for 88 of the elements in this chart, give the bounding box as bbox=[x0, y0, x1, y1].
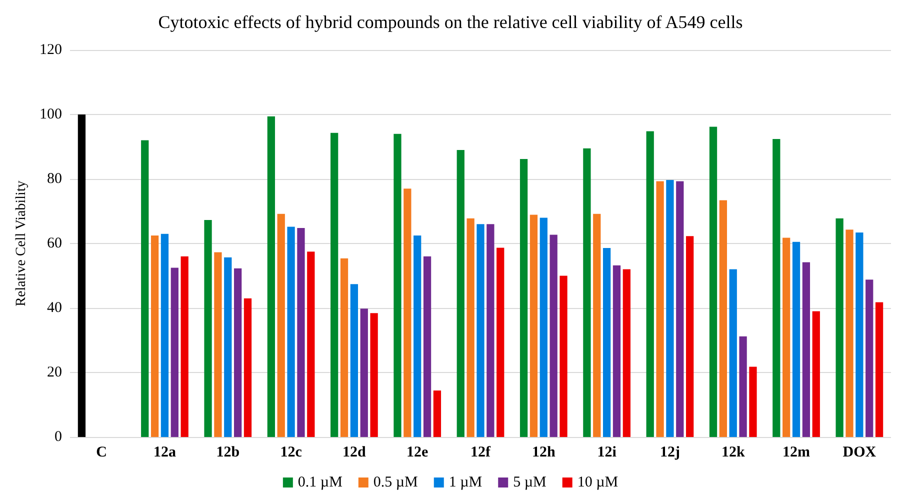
bar bbox=[267, 116, 275, 437]
bar bbox=[204, 220, 212, 437]
bar bbox=[866, 280, 874, 437]
bar bbox=[423, 256, 432, 437]
y-tick-label: 0 bbox=[54, 429, 62, 445]
x-tick-label: 12c bbox=[280, 444, 302, 460]
x-tick-label: 12h bbox=[532, 444, 556, 460]
bar bbox=[560, 276, 568, 437]
bar bbox=[520, 159, 528, 437]
bar bbox=[875, 302, 884, 437]
y-tick-label: 80 bbox=[47, 171, 62, 187]
y-tick-label: 120 bbox=[40, 42, 62, 58]
bar bbox=[307, 252, 315, 437]
bar bbox=[739, 336, 747, 437]
bar bbox=[686, 236, 694, 437]
y-tick-label: 40 bbox=[47, 300, 62, 316]
bar bbox=[782, 238, 790, 437]
x-tick-label: 12f bbox=[470, 444, 492, 460]
bar bbox=[719, 200, 728, 437]
bar bbox=[224, 257, 232, 437]
x-tick-label: 12b bbox=[216, 444, 240, 460]
bar bbox=[540, 218, 548, 437]
bar bbox=[466, 218, 474, 437]
bar bbox=[170, 268, 178, 437]
x-tick-label: 12m bbox=[782, 444, 811, 460]
bar bbox=[394, 134, 402, 437]
bar bbox=[214, 252, 222, 437]
y-axis-title: Relative Cell Viability bbox=[14, 180, 30, 306]
bar bbox=[340, 258, 348, 437]
bar bbox=[666, 180, 674, 437]
x-tick-label: 12e bbox=[406, 444, 429, 460]
bar bbox=[150, 235, 159, 437]
bar bbox=[622, 269, 630, 437]
bar bbox=[234, 268, 242, 437]
bar bbox=[802, 262, 810, 437]
bar bbox=[141, 140, 149, 437]
legend-label: 0.5 µM bbox=[373, 474, 418, 490]
bar bbox=[433, 390, 442, 437]
x-tick-label: 12k bbox=[721, 444, 746, 460]
x-tick-label: 12a bbox=[153, 444, 176, 460]
bar bbox=[456, 150, 464, 437]
y-tick-label: 20 bbox=[47, 364, 62, 380]
x-tick-label: C bbox=[96, 444, 107, 460]
bar bbox=[612, 265, 621, 437]
bar bbox=[287, 226, 295, 437]
bar bbox=[180, 256, 188, 437]
legend-label: 5 µM bbox=[513, 474, 546, 490]
bar bbox=[656, 181, 664, 437]
bar bbox=[709, 126, 718, 437]
bar bbox=[812, 311, 820, 437]
x-tick-label: DOX bbox=[842, 444, 876, 460]
legend-label: 1 µM bbox=[448, 474, 482, 490]
bar bbox=[404, 188, 412, 437]
bar bbox=[593, 214, 601, 437]
bar bbox=[836, 218, 844, 437]
bar bbox=[330, 132, 338, 437]
bar bbox=[486, 224, 494, 437]
y-tick-label: 60 bbox=[47, 236, 62, 252]
x-tick-label: 12j bbox=[660, 444, 680, 460]
bar bbox=[729, 269, 737, 437]
bar bbox=[78, 114, 86, 437]
legend-label: 0.1 µM bbox=[298, 474, 342, 490]
bar bbox=[583, 148, 591, 437]
bar bbox=[530, 214, 538, 437]
bar bbox=[160, 234, 169, 437]
bar bbox=[772, 139, 780, 437]
bar bbox=[792, 242, 800, 437]
bar bbox=[277, 214, 285, 437]
bar bbox=[370, 313, 378, 437]
bar bbox=[414, 235, 422, 437]
bar bbox=[846, 230, 854, 437]
bar bbox=[476, 224, 484, 437]
bar bbox=[676, 181, 684, 437]
bar bbox=[856, 232, 864, 437]
bar bbox=[360, 308, 368, 437]
y-tick-label: 100 bbox=[40, 106, 62, 122]
bar bbox=[602, 248, 611, 437]
x-tick-label: 12i bbox=[597, 444, 616, 460]
bar bbox=[646, 131, 654, 437]
bar bbox=[297, 228, 305, 437]
bar bbox=[350, 284, 358, 437]
bar bbox=[496, 248, 504, 437]
bar bbox=[550, 234, 558, 437]
legend-label: 10 µM bbox=[577, 474, 618, 490]
bar bbox=[244, 298, 252, 437]
chart-title: Cytotoxic effects of hybrid compounds on the relative cell viability of A549 cells bbox=[158, 12, 743, 32]
bar bbox=[749, 366, 757, 437]
x-tick-label: 12d bbox=[342, 444, 367, 460]
